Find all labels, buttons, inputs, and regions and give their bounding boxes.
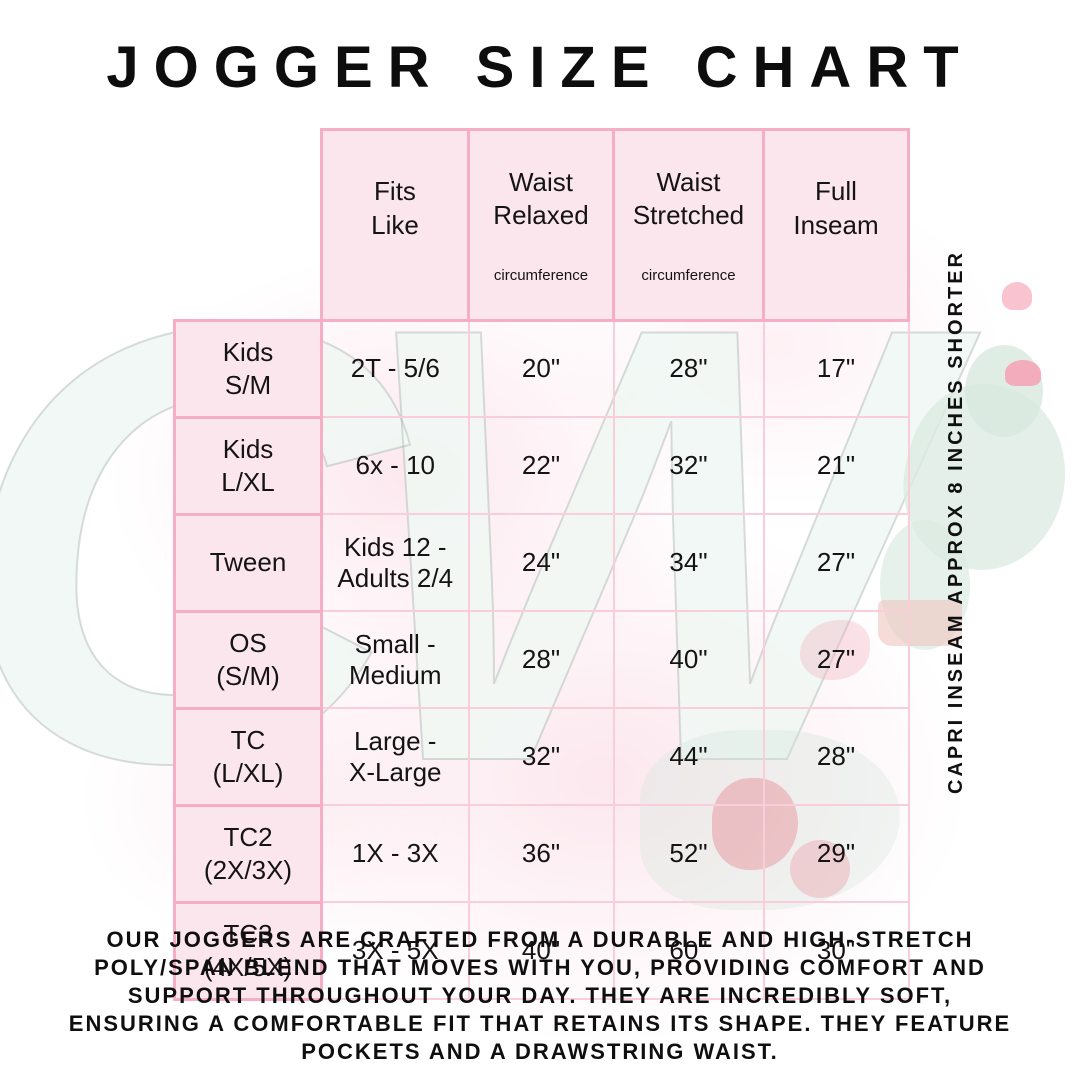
- table-row: TC3 (4X/5X) 3X - 5X 40" 60" 30": [173, 900, 910, 1001]
- size-chart-table: Fits Like Waist Relaxed circumference Wa…: [173, 128, 910, 1001]
- column-header-waist-stretched: Waist Stretched circumference: [612, 128, 765, 322]
- page-title: JOGGER SIZE CHART: [106, 35, 974, 100]
- fits-like-cell: 3X - 5X: [320, 901, 470, 1001]
- waist-stretched-cell: 34": [612, 513, 765, 613]
- waist-relaxed-cell: 22": [467, 416, 615, 516]
- fits-like-cell: Large - X-Large: [320, 707, 470, 807]
- column-header-label: Full Inseam: [793, 175, 879, 240]
- waist-relaxed-cell: 40": [467, 901, 615, 1001]
- column-header-fits-like: Fits Like: [320, 128, 470, 322]
- waist-relaxed-cell: 24": [467, 513, 615, 613]
- waist-relaxed-cell: 36": [467, 804, 615, 904]
- waist-stretched-cell: 44": [612, 707, 765, 807]
- size-label-cell: Tween: [173, 512, 323, 613]
- full-inseam-cell: 21": [762, 416, 910, 516]
- waist-relaxed-cell: 32": [467, 707, 615, 807]
- capri-inseam-note: CAPRI INSEAM APPROX 8 INCHES SHORTER: [945, 250, 967, 794]
- corner-spacer: [175, 130, 322, 321]
- tulip-icon: [1002, 282, 1032, 310]
- column-header-label: Waist Relaxed: [493, 166, 589, 231]
- column-header-sublabel: circumference: [641, 266, 736, 284]
- fits-like-cell: Small - Medium: [320, 610, 470, 710]
- column-header-full-inseam: Full Inseam: [762, 128, 910, 322]
- full-inseam-cell: 29": [762, 804, 910, 904]
- table-row: TC (L/XL) Large - X-Large 32" 44" 28": [173, 706, 910, 807]
- table-row: Kids S/M 2T - 5/6 20" 28" 17": [173, 318, 910, 419]
- size-label-cell: TC2 (2X/3X): [173, 803, 323, 904]
- size-label-cell: TC3 (4X/5X): [173, 900, 323, 1001]
- column-header-waist-relaxed: Waist Relaxed circumference: [467, 128, 615, 322]
- header-row: Fits Like Waist Relaxed circumference Wa…: [175, 128, 910, 322]
- size-label-cell: TC (L/XL): [173, 706, 323, 807]
- full-inseam-cell: 27": [762, 513, 910, 613]
- waist-stretched-cell: 52": [612, 804, 765, 904]
- fits-like-cell: 2T - 5/6: [320, 319, 470, 419]
- table-row: Tween Kids 12 - Adults 2/4 24" 34" 27": [173, 512, 910, 613]
- full-inseam-cell: 28": [762, 707, 910, 807]
- waist-relaxed-cell: 20": [467, 319, 615, 419]
- waist-stretched-cell: 28": [612, 319, 765, 419]
- full-inseam-cell: 30": [762, 901, 910, 1001]
- size-label-cell: Kids S/M: [173, 318, 323, 419]
- full-inseam-cell: 17": [762, 319, 910, 419]
- waist-relaxed-cell: 28": [467, 610, 615, 710]
- fits-like-cell: 1X - 3X: [320, 804, 470, 904]
- size-label-cell: OS (S/M): [173, 609, 323, 710]
- waist-stretched-cell: 32": [612, 416, 765, 516]
- waist-stretched-cell: 60": [612, 901, 765, 1001]
- fits-like-cell: 6x - 10: [320, 416, 470, 516]
- full-inseam-cell: 27": [762, 610, 910, 710]
- column-header-label: Fits Like: [371, 175, 419, 240]
- flower-icon: [1005, 360, 1041, 386]
- product-description: OUR JOGGERS ARE CRAFTED FROM A DURABLE A…: [68, 927, 1012, 1064]
- waist-stretched-cell: 40": [612, 610, 765, 710]
- table-row: TC2 (2X/3X) 1X - 3X 36" 52" 29": [173, 803, 910, 904]
- size-label-cell: Kids L/XL: [173, 415, 323, 516]
- table-row: Kids L/XL 6x - 10 22" 32" 21": [173, 415, 910, 516]
- column-header-label: Waist Stretched: [632, 166, 745, 231]
- table-row: OS (S/M) Small - Medium 28" 40" 27": [173, 609, 910, 710]
- fits-like-cell: Kids 12 - Adults 2/4: [320, 513, 470, 613]
- column-header-sublabel: circumference: [493, 266, 589, 284]
- cactus-decor: [965, 345, 1043, 437]
